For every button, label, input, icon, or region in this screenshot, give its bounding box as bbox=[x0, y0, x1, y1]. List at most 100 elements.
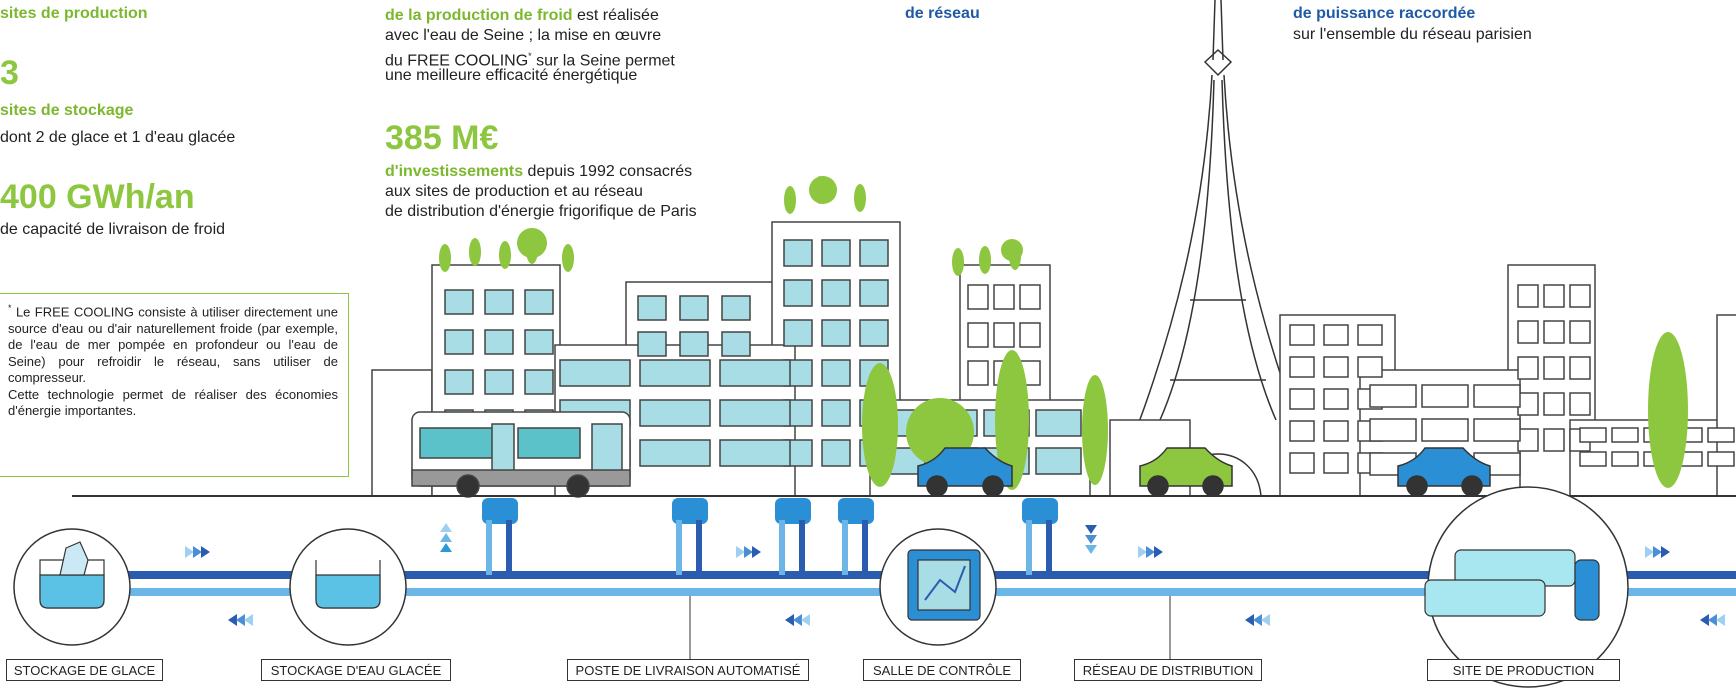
window bbox=[444, 329, 474, 355]
footnote-text: Cette technologie permet de réaliser des… bbox=[8, 386, 338, 419]
window bbox=[821, 399, 851, 427]
window bbox=[1357, 324, 1383, 346]
stat-label: de réseau bbox=[905, 5, 980, 22]
label-leaders bbox=[689, 596, 1171, 659]
window bbox=[1517, 392, 1539, 416]
window bbox=[444, 289, 474, 315]
connector bbox=[1022, 498, 1058, 524]
footnote-mark: * bbox=[528, 51, 532, 61]
arrow bbox=[185, 546, 194, 558]
flow-arrows bbox=[185, 523, 1725, 626]
connector-pipe bbox=[1026, 520, 1032, 575]
window bbox=[1707, 451, 1735, 467]
window bbox=[1543, 428, 1565, 452]
arrow bbox=[752, 546, 761, 558]
stat-value: 3 bbox=[0, 54, 19, 92]
window bbox=[524, 289, 554, 315]
window bbox=[1289, 420, 1315, 442]
connector-pipe bbox=[779, 520, 785, 575]
window bbox=[1569, 320, 1591, 344]
window bbox=[1611, 427, 1639, 443]
footnote-text: Le FREE COOLING consiste à utiliser dire… bbox=[8, 304, 338, 386]
window bbox=[679, 295, 709, 321]
stat-label: de puissance raccordée bbox=[1293, 5, 1476, 22]
tree bbox=[979, 246, 991, 274]
tree bbox=[862, 363, 898, 487]
window bbox=[719, 399, 791, 427]
tree bbox=[439, 244, 451, 272]
window bbox=[993, 322, 1015, 348]
connectors bbox=[482, 498, 1058, 575]
window bbox=[1543, 356, 1565, 380]
stat-value: 385 M€ bbox=[385, 119, 499, 157]
tree bbox=[562, 244, 574, 272]
connector-pipe bbox=[1046, 520, 1052, 575]
component-label: STOCKAGE DE GLACE bbox=[6, 659, 163, 681]
arrow bbox=[1661, 546, 1670, 558]
cars bbox=[917, 447, 1491, 497]
window bbox=[1035, 447, 1082, 475]
arrow bbox=[1154, 546, 1163, 558]
window bbox=[639, 399, 711, 427]
window bbox=[967, 360, 989, 386]
window bbox=[1289, 324, 1315, 346]
window bbox=[821, 279, 851, 307]
window bbox=[783, 279, 813, 307]
connector-pipe bbox=[486, 520, 492, 575]
window bbox=[484, 369, 514, 395]
window bbox=[1323, 452, 1349, 474]
window bbox=[639, 439, 711, 467]
stat-line: une meilleure efficacité énergétique bbox=[385, 67, 638, 84]
tree bbox=[499, 241, 511, 269]
window bbox=[1323, 324, 1349, 346]
arrow bbox=[1261, 614, 1270, 626]
window bbox=[1035, 409, 1082, 437]
window bbox=[1357, 356, 1383, 378]
tree bbox=[1001, 239, 1023, 261]
window bbox=[679, 331, 709, 357]
arrow bbox=[1085, 545, 1097, 554]
arrow bbox=[1085, 535, 1097, 544]
arrow bbox=[1645, 546, 1654, 558]
highlight: de la production de froid bbox=[385, 7, 573, 24]
window bbox=[444, 369, 474, 395]
window bbox=[1517, 356, 1539, 380]
arrow bbox=[236, 614, 245, 626]
window bbox=[719, 439, 791, 467]
buildings bbox=[371, 221, 1736, 497]
tree bbox=[1082, 375, 1108, 485]
connector bbox=[838, 498, 874, 524]
stat-detail: de capacité de livraison de froid bbox=[0, 221, 226, 238]
window bbox=[1517, 284, 1539, 308]
component-label: RÉSEAU DE DISTRIBUTION bbox=[1074, 659, 1262, 681]
stat-line: avec l'eau de Seine ; la mise en œuvre bbox=[385, 27, 662, 44]
window bbox=[524, 369, 554, 395]
arrow bbox=[440, 533, 452, 542]
stat-value: 400 GWh/an bbox=[0, 178, 195, 216]
window bbox=[1707, 427, 1735, 443]
arrow bbox=[228, 614, 237, 626]
window bbox=[1019, 322, 1041, 348]
arrow bbox=[1245, 614, 1254, 626]
window bbox=[639, 359, 711, 387]
window bbox=[1369, 384, 1417, 408]
window bbox=[821, 239, 851, 267]
window bbox=[1543, 392, 1565, 416]
window bbox=[967, 284, 989, 310]
footnote-mark: * bbox=[8, 303, 12, 313]
window bbox=[821, 319, 851, 347]
stat-detail: sur l'ensemble du réseau parisien bbox=[1293, 26, 1532, 43]
window bbox=[1421, 384, 1469, 408]
arrow bbox=[793, 614, 802, 626]
component-label: SALLE DE CONTRÔLE bbox=[863, 659, 1021, 681]
arrow bbox=[1716, 614, 1725, 626]
arrow bbox=[736, 546, 745, 558]
text: est réalisée bbox=[577, 7, 659, 24]
arrow bbox=[440, 523, 452, 532]
arrow bbox=[1085, 525, 1097, 534]
stat-line: de la production de froid est réalisée bbox=[385, 6, 659, 26]
window bbox=[1473, 418, 1521, 442]
window bbox=[637, 295, 667, 321]
text: du FREE COOLING bbox=[385, 52, 529, 70]
arrow bbox=[1708, 614, 1717, 626]
